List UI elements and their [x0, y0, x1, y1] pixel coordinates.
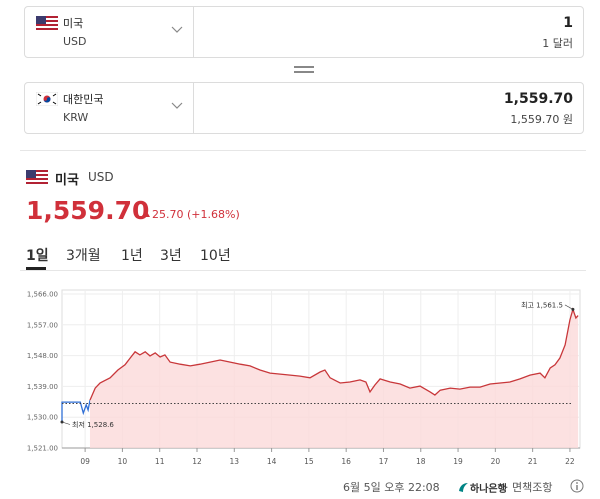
x-tick-label: 22 — [565, 457, 575, 466]
divider — [20, 270, 586, 271]
y-tick-label: 1,521.00 — [27, 445, 58, 453]
from-country: 미국 — [63, 17, 84, 30]
tab[interactable]: 1년 — [121, 248, 143, 264]
us-flag — [26, 170, 48, 184]
tab[interactable]: 1일 — [26, 248, 49, 264]
x-tick-label: 21 — [528, 457, 538, 466]
y-tick-label: 1,548.00 — [27, 352, 58, 360]
line — [89, 307, 579, 401]
from-select[interactable]: 미국 USD — [25, 7, 194, 57]
kr-flag — [36, 92, 58, 106]
us-flag — [36, 16, 58, 30]
tab[interactable]: 3년 — [160, 248, 182, 264]
disclaimer[interactable]: · 면책조항 — [505, 481, 553, 494]
timestamp: 6월 5일 오후 22:08 — [343, 481, 440, 494]
x-tick-label: 10 — [118, 457, 128, 466]
x-tick-label: 20 — [491, 457, 501, 466]
quote-code: USD — [88, 170, 114, 184]
y-tick-label: 1,539.00 — [27, 383, 58, 391]
chevron — [171, 102, 183, 109]
up-arrow — [142, 210, 150, 217]
quote-change: 25.70 (+1.68%) — [152, 208, 240, 221]
annotation-label: 최고 1,561.5 — [521, 300, 563, 309]
equals-sign — [294, 66, 314, 73]
from-amount-text: 1 달러 — [542, 37, 573, 50]
y-tick-label: 1,530.00 — [27, 414, 58, 422]
from-code: USD — [63, 35, 87, 48]
x-tick-label: 16 — [341, 457, 351, 466]
quote-country: 미국 — [55, 173, 79, 188]
to-code: KRW — [63, 111, 89, 124]
x-tick-label: 11 — [155, 457, 165, 466]
annotation-point — [60, 420, 64, 424]
from-currency: 미국 USD 1 1 달러 — [24, 6, 584, 58]
to-currency: 대한민국 KRW 1,559.70 1,559.70 원 — [24, 82, 584, 134]
bank-logo — [459, 483, 468, 492]
info-icon[interactable] — [570, 479, 584, 493]
x-tick-label: 12 — [192, 457, 202, 466]
x-tick-label: 15 — [304, 457, 314, 466]
tab[interactable]: 10년 — [200, 248, 231, 264]
chart: 1,521.00 1,530.00 1,539.00 1,548.00 1,557.00… — [27, 289, 581, 466]
area — [89, 309, 579, 448]
tab[interactable]: 3개월 — [66, 248, 101, 264]
x-tick-label: 19 — [453, 457, 463, 466]
annotation-leader — [564, 304, 574, 310]
to-select[interactable]: 대한민국 KRW — [25, 83, 194, 133]
divider — [20, 150, 586, 151]
from-amount[interactable]: 1 — [563, 15, 573, 31]
x-tick-label: 17 — [379, 457, 389, 466]
to-country: 대한민국 — [63, 93, 104, 106]
to-amount[interactable]: 1,559.70 — [503, 91, 573, 107]
annotation-leader — [61, 421, 71, 425]
x-tick-label: 13 — [230, 457, 240, 466]
x-tick-label: 09 — [80, 457, 90, 466]
line — [61, 399, 91, 422]
tab-underline — [26, 267, 46, 270]
to-amount-text: 1,559.70 원 — [510, 113, 573, 126]
y-tick-label: 1,566.00 — [27, 291, 58, 299]
chevron — [171, 26, 183, 33]
quote-price: 1,559.70 — [26, 196, 150, 225]
bank-name: 하나은행 — [470, 484, 507, 495]
x-tick-label: 18 — [416, 457, 426, 466]
x-tick-label: 14 — [267, 457, 277, 466]
y-tick-label: 1,557.00 — [27, 321, 58, 329]
annotation-label: 최저 1,528.6 — [72, 420, 114, 429]
